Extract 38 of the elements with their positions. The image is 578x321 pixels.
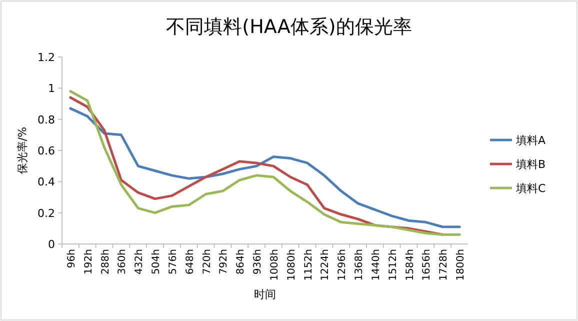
y-axis-title: 保光率/% xyxy=(16,126,29,174)
x-tick-label: 1152h xyxy=(303,249,314,281)
x-tick-label: 1296h xyxy=(337,249,348,281)
x-tick-label: 432h xyxy=(134,249,146,274)
y-tick-label: 0.2 xyxy=(38,206,55,220)
legend-label: 填料A xyxy=(515,134,546,147)
y-tick-label: 0.8 xyxy=(38,113,55,126)
y-tick-label: 1.2 xyxy=(38,51,55,64)
x-tick-label: 1080h xyxy=(286,249,298,281)
x-tick-label: 720h xyxy=(202,249,213,274)
x-tick-label: 1728h xyxy=(438,249,450,281)
x-tick-label: 1800h xyxy=(456,249,467,281)
y-tick-label: 0 xyxy=(48,238,55,251)
x-tick-label: 1224h xyxy=(320,249,332,281)
x-tick-label: 288h xyxy=(100,249,112,274)
x-tick-label: 1512h xyxy=(388,249,399,281)
x-tick-label: 1440h xyxy=(370,249,382,281)
x-tick-label: 648h xyxy=(184,249,196,274)
y-tick-label: 1 xyxy=(48,82,55,96)
x-tick-label: 192h xyxy=(83,249,94,274)
x-tick-label: 1656h xyxy=(422,249,433,281)
x-axis-title: 时间 xyxy=(254,288,276,301)
x-tick-label: 1008h xyxy=(269,249,280,281)
x-tick-label: 360h xyxy=(117,249,128,274)
legend-label: 填料B xyxy=(515,158,546,171)
x-tick-label: 936h xyxy=(252,249,264,274)
y-tick-label: 0.4 xyxy=(38,176,55,189)
x-tick-label: 792h xyxy=(218,249,230,274)
x-tick-label: 1584h xyxy=(404,249,416,281)
x-tick-label: 96h xyxy=(66,249,78,268)
x-tick-label: 1368h xyxy=(354,249,366,281)
x-tick-label: 576h xyxy=(168,249,179,274)
y-tick-label: 0.6 xyxy=(38,144,55,158)
chart-title: 不同填料(HAA体系)的保光率 xyxy=(166,16,412,38)
legend-label: 填料C xyxy=(515,182,546,195)
line-series xyxy=(69,107,461,228)
x-tick-label: 864h xyxy=(236,249,247,274)
x-tick-label: 504h xyxy=(151,249,162,274)
